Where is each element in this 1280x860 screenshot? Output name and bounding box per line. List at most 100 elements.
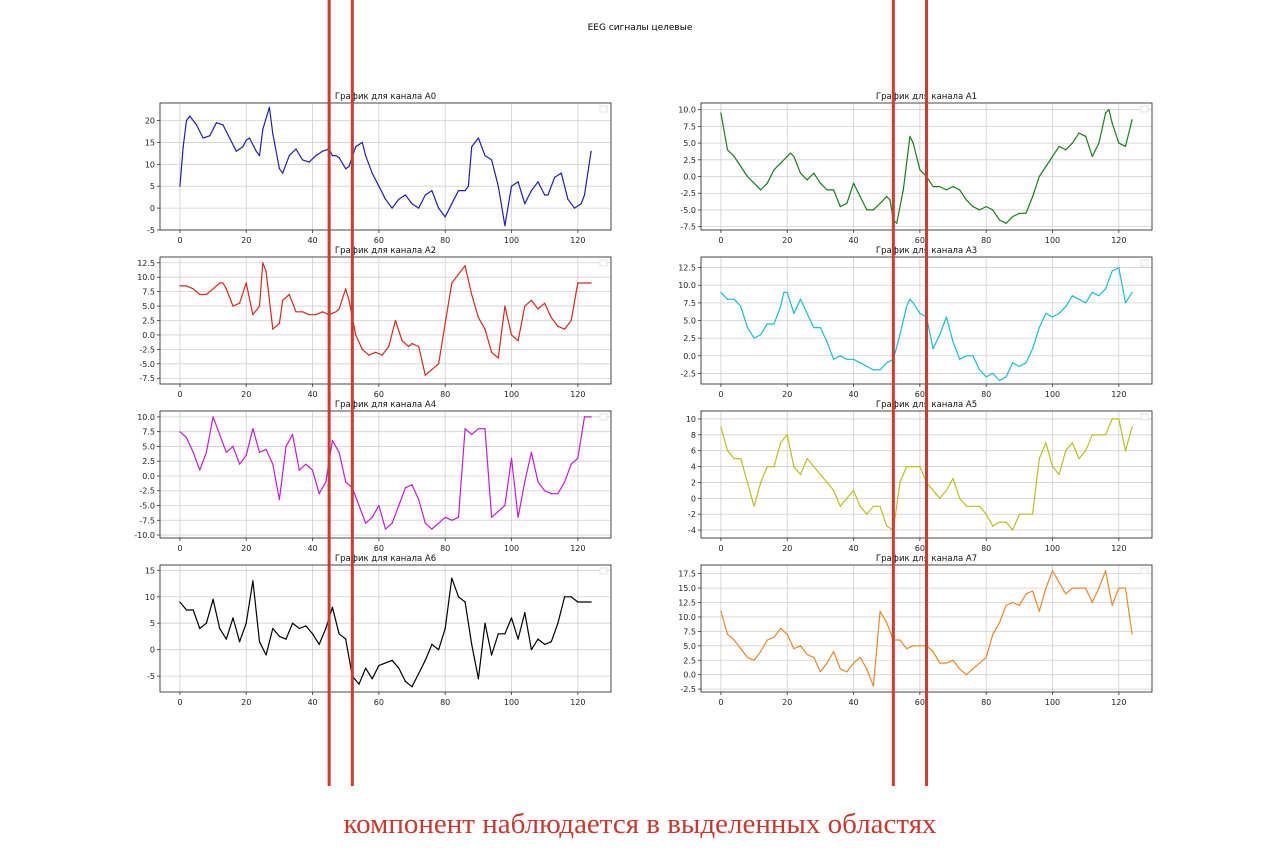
y-tick-label: 6: [691, 447, 696, 456]
subplot-title: График для канала A2: [335, 246, 436, 256]
data-point: [497, 510, 499, 512]
y-tick-label: -2.5: [680, 685, 696, 694]
data-point: [557, 622, 559, 624]
data-point: [826, 481, 828, 483]
data-point: [813, 466, 815, 468]
data-point: [431, 190, 433, 192]
data-point: [1098, 295, 1100, 297]
data-point: [932, 348, 934, 350]
data-point: [242, 146, 244, 148]
data-point: [577, 601, 579, 603]
data-point: [268, 106, 270, 108]
data-point: [1078, 458, 1080, 460]
data-point: [939, 662, 941, 664]
data-point: [185, 285, 188, 287]
data-point: [819, 182, 822, 184]
data-point: [517, 181, 519, 183]
data-point: [1085, 587, 1087, 589]
data-point: [345, 481, 347, 483]
data-point: [438, 649, 440, 651]
data-point: [753, 505, 755, 507]
data-point: [952, 186, 954, 188]
data-point: [185, 609, 188, 611]
legend-box: [599, 105, 608, 113]
data-point: [979, 505, 981, 507]
data-point: [806, 179, 808, 181]
data-point: [318, 643, 320, 646]
y-tick-label: -2.5: [680, 369, 696, 378]
data-point: [311, 469, 314, 471]
data-point: [361, 141, 363, 143]
data-point: [965, 355, 967, 357]
data-point: [773, 323, 775, 325]
data-point: [292, 622, 294, 624]
y-tick-label: 0.0: [683, 173, 696, 182]
x-tick-label: 40: [307, 236, 317, 245]
data-point: [391, 207, 393, 209]
y-tick-label: 7.5: [683, 122, 696, 131]
data-point: [919, 169, 921, 171]
data-point: [879, 202, 881, 204]
data-point: [258, 641, 261, 643]
data-point: [1111, 122, 1113, 124]
data-point: [740, 165, 742, 168]
data-point: [338, 308, 340, 310]
data-point: [1018, 212, 1021, 214]
data-point: [272, 463, 274, 465]
data-point: [1105, 434, 1107, 436]
legend-box: [1140, 567, 1149, 575]
subplot-A4: 0 20 40 60 80 100 120 -10.0 -7.5 -5.0 -2.5 0.0 2.5 5.…: [134, 400, 612, 553]
data-point: [265, 654, 267, 656]
x-tick-label: 20: [782, 236, 792, 245]
axes-frame: [159, 256, 612, 385]
data-point: [199, 469, 201, 471]
data-point: [839, 668, 841, 670]
data-point: [418, 499, 420, 501]
y-tick-label: -5: [147, 672, 155, 681]
data-point: [451, 577, 453, 579]
data-point: [491, 516, 493, 518]
y-tick-label: 0.0: [683, 352, 696, 361]
data-point: [577, 282, 579, 284]
data-point: [1118, 267, 1120, 269]
data-point: [1108, 109, 1110, 111]
y-tick-label: 2.5: [683, 656, 696, 665]
data-point: [199, 627, 201, 630]
y-tick-label: 12.5: [137, 259, 155, 268]
data-point: [550, 641, 552, 643]
data-point: [826, 189, 828, 191]
data-point: [381, 354, 383, 356]
data-point: [444, 322, 446, 324]
data-point: [780, 627, 782, 630]
data-point: [919, 466, 921, 468]
data-point: [530, 190, 533, 192]
data-point: [361, 348, 363, 350]
y-tick-label: 5: [150, 619, 155, 628]
x-tick-label: 120: [1111, 544, 1126, 553]
y-tick-label: -2.5: [139, 345, 155, 354]
data-point: [510, 185, 513, 187]
data-point: [544, 490, 546, 492]
x-tick-label: 40: [848, 390, 858, 399]
data-point: [371, 172, 373, 174]
y-tick-label: -10.0: [134, 531, 155, 540]
data-point: [846, 671, 848, 673]
x-tick-label: 120: [570, 698, 585, 707]
data-point: [846, 497, 848, 499]
data-point: [451, 519, 453, 521]
y-tick-label: 2.5: [683, 156, 696, 165]
data-point: [355, 146, 357, 148]
data-point: [394, 319, 396, 322]
x-tick-label: 40: [307, 698, 317, 707]
y-tick-label: 10: [145, 160, 155, 169]
data-point: [766, 639, 768, 641]
data-point: [1131, 119, 1133, 121]
x-tick-label: 80: [981, 544, 991, 553]
data-point: [484, 428, 486, 430]
data-point: [839, 355, 841, 357]
data-point: [477, 317, 479, 319]
y-tick-label: 10.0: [678, 613, 696, 622]
x-tick-label: 0: [718, 390, 723, 399]
data-point: [720, 610, 722, 612]
data-point: [471, 293, 473, 296]
